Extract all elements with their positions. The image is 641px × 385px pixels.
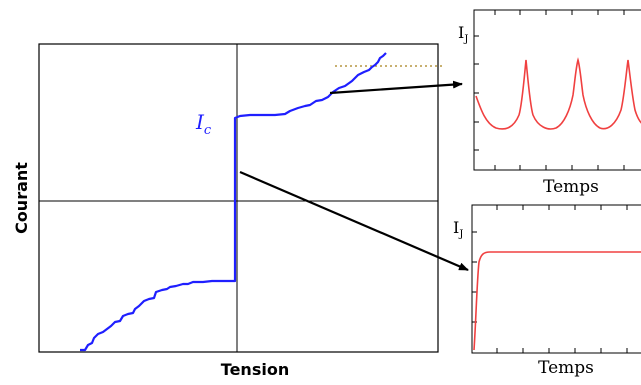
top-inset-ticks xyxy=(474,10,625,170)
main-plot-frame xyxy=(38,43,439,353)
arrow-to-top-inset xyxy=(329,80,463,95)
x-axis-label: Tension xyxy=(221,360,289,379)
main-plot: Ic Tension Courant xyxy=(12,43,445,379)
top-inset-frame xyxy=(473,9,641,171)
top-inset-y-label: IJ xyxy=(458,23,468,45)
arrow-to-bottom-inset xyxy=(239,170,469,272)
y-axis-label: Courant xyxy=(12,162,31,234)
bottom-inset: IJ Temps xyxy=(453,204,641,378)
bottom-inset-frame xyxy=(471,204,641,354)
bottom-inset-x-label: Temps xyxy=(538,358,594,378)
critical-current-label: Ic xyxy=(195,110,212,138)
top-inset: IJ Temps xyxy=(458,9,641,197)
bottom-inset-curve xyxy=(473,251,641,351)
top-inset-x-label: Temps xyxy=(543,177,599,197)
top-inset-curve xyxy=(475,57,641,130)
bottom-inset-y-label: IJ xyxy=(453,218,463,240)
bottom-inset-ticks xyxy=(472,205,628,353)
iv-curve xyxy=(80,52,387,352)
